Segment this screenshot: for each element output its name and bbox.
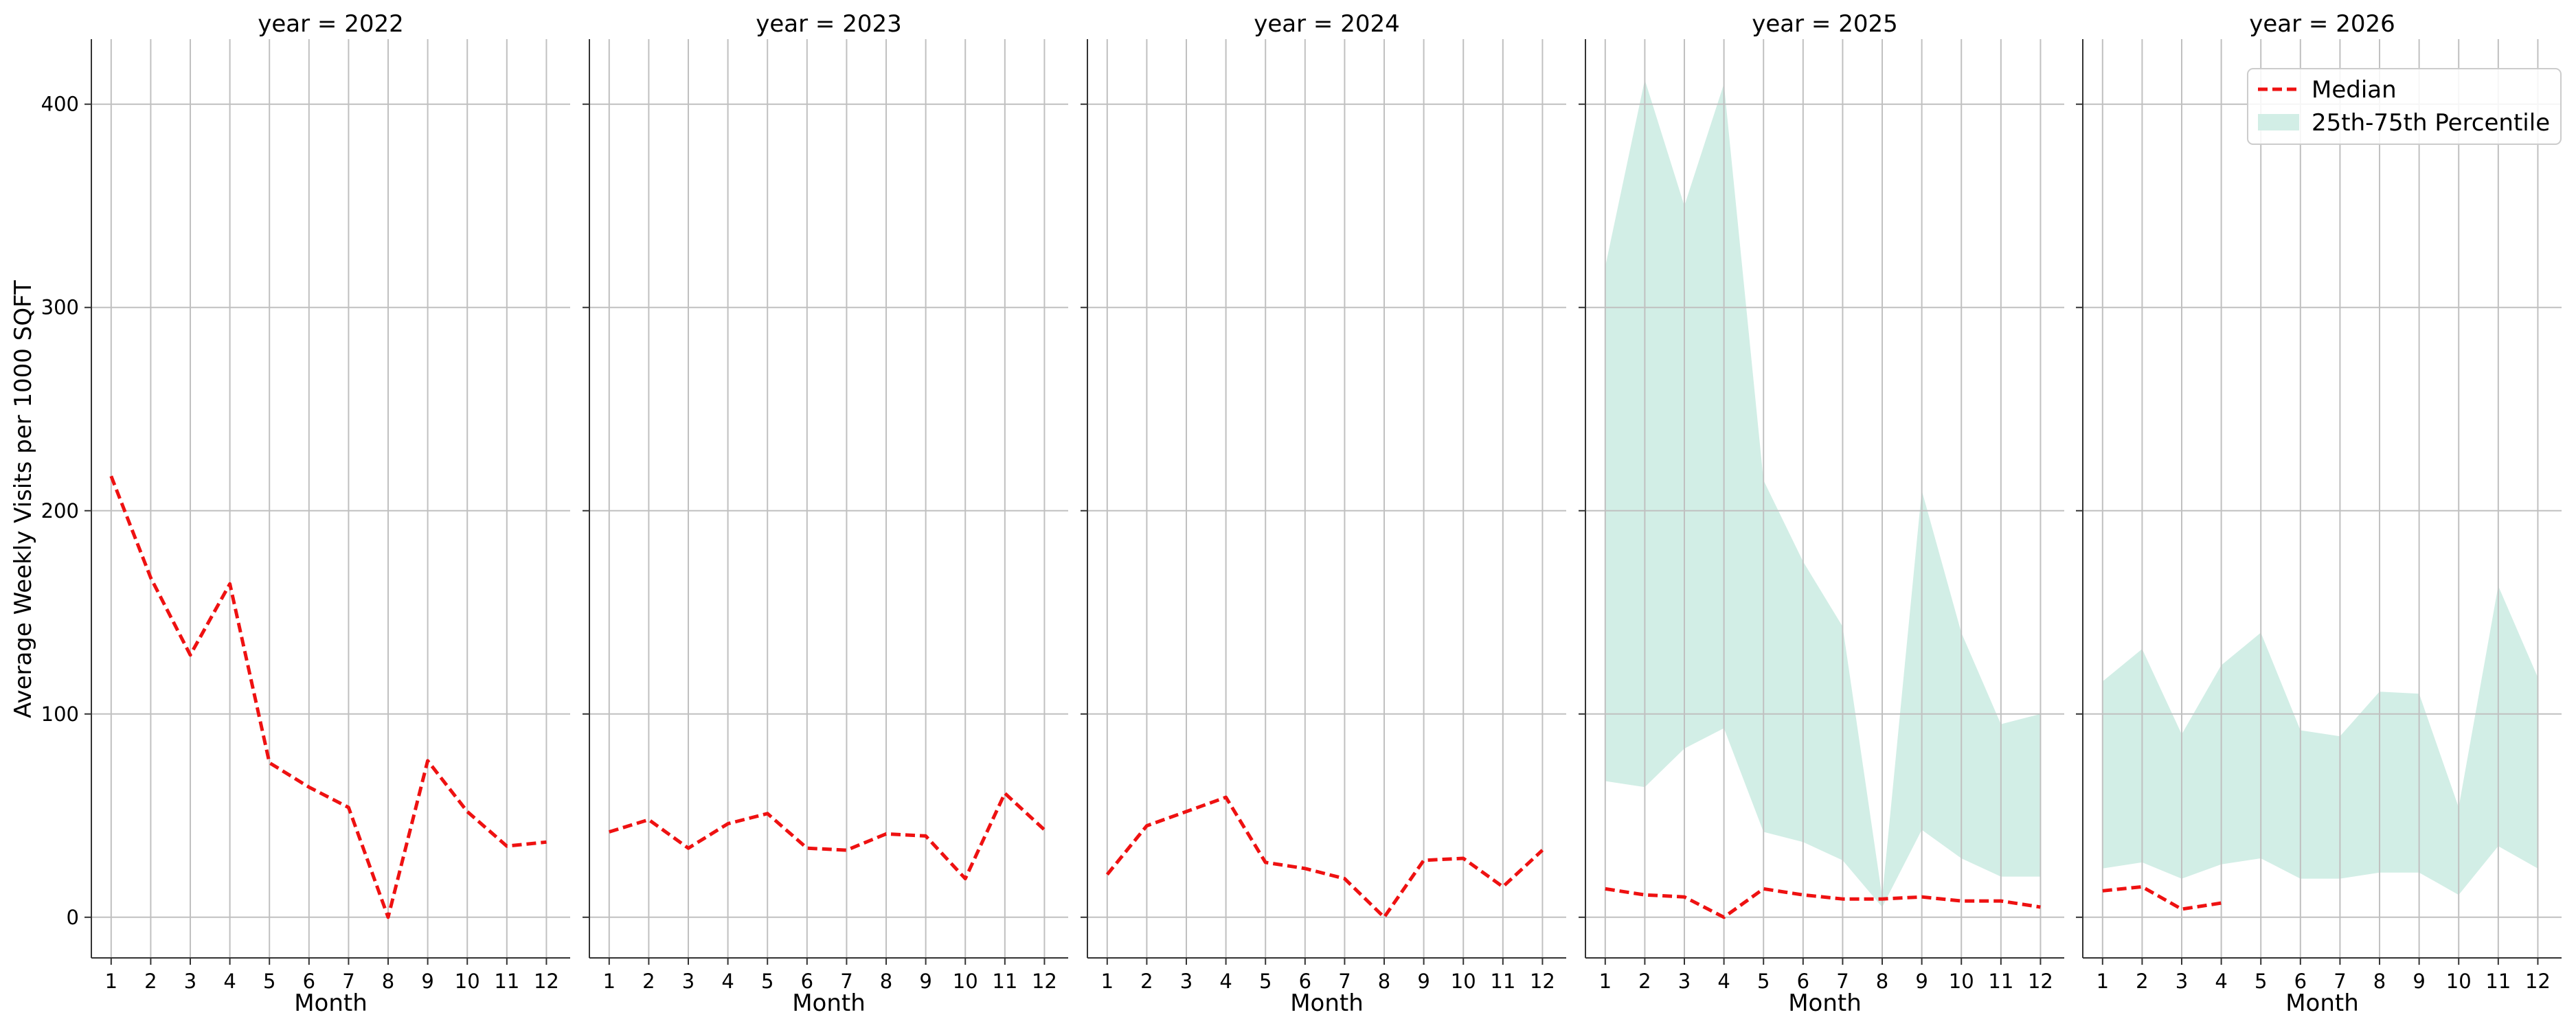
x-tick-label: 2 bbox=[144, 970, 157, 993]
x-axis-label: Month bbox=[1290, 989, 1364, 1017]
x-tick-label: 11 bbox=[494, 970, 519, 993]
y-tick-label: 200 bbox=[41, 499, 79, 523]
x-tick-label: 6 bbox=[2294, 970, 2307, 993]
x-tick-label: 1 bbox=[105, 970, 117, 993]
median-line bbox=[1605, 886, 2041, 919]
legend: Median 25th-75th Percentile bbox=[2247, 68, 2562, 145]
x-axis-label: Month bbox=[1788, 989, 1862, 1017]
x-tick-label: 4 bbox=[2215, 970, 2227, 993]
x-tick-label: 11 bbox=[1490, 970, 1515, 993]
y-tick-label: 300 bbox=[41, 296, 79, 319]
x-tick-label: 8 bbox=[382, 970, 394, 993]
x-tick-label: 5 bbox=[2255, 970, 2267, 993]
x-axis-label: Month bbox=[2285, 989, 2359, 1017]
x-tick-label: 9 bbox=[1417, 970, 1430, 993]
x-tick-label: 11 bbox=[1988, 970, 2013, 993]
x-tick-label: 12 bbox=[1530, 970, 1555, 993]
x-tick-label: 7 bbox=[1338, 970, 1351, 993]
x-tick-label: 6 bbox=[1299, 970, 1311, 993]
x-tick-label: 2 bbox=[642, 970, 655, 993]
x-tick-label: 6 bbox=[801, 970, 813, 993]
x-tick-label: 9 bbox=[919, 970, 931, 993]
x-tick-label: 1 bbox=[1599, 970, 1612, 993]
x-tick-label: 2 bbox=[2136, 970, 2148, 993]
x-tick-label: 4 bbox=[1219, 970, 1232, 993]
legend-band-swatch bbox=[2258, 114, 2299, 130]
x-tick-label: 8 bbox=[1876, 970, 1888, 993]
panel-title: year = 2022 bbox=[258, 10, 403, 38]
legend-frame bbox=[2247, 68, 2562, 145]
x-tick-label: 11 bbox=[992, 970, 1017, 993]
x-tick-label: 7 bbox=[1836, 970, 1849, 993]
panel-title: year = 2025 bbox=[1752, 10, 1897, 38]
x-tick-label: 12 bbox=[1032, 970, 1057, 993]
x-tick-label: 1 bbox=[603, 970, 615, 993]
median-line bbox=[2102, 884, 2222, 911]
x-tick-label: 12 bbox=[534, 970, 559, 993]
x-tick-label: 12 bbox=[2525, 970, 2551, 993]
x-tick-label: 2 bbox=[1140, 970, 1153, 993]
x-axis-label: Month bbox=[792, 989, 866, 1017]
x-tick-label: 10 bbox=[455, 970, 480, 993]
panel-title: year = 2023 bbox=[756, 10, 901, 38]
x-tick-label: 3 bbox=[682, 970, 694, 993]
median-line bbox=[609, 791, 1046, 881]
percentile-band bbox=[1605, 80, 2041, 908]
x-tick-label: 10 bbox=[1949, 970, 1974, 993]
x-tick-label: 8 bbox=[2373, 970, 2386, 993]
x-tick-label: 5 bbox=[1757, 970, 1770, 993]
x-tick-label: 3 bbox=[2176, 970, 2188, 993]
x-tick-label: 5 bbox=[761, 970, 773, 993]
x-tick-label: 7 bbox=[2334, 970, 2346, 993]
x-tick-label: 3 bbox=[1180, 970, 1193, 993]
x-tick-label: 8 bbox=[880, 970, 892, 993]
x-tick-label: 7 bbox=[840, 970, 852, 993]
x-tick-label: 5 bbox=[263, 970, 275, 993]
x-tick-label: 3 bbox=[1678, 970, 1691, 993]
x-axis-label: Month bbox=[294, 989, 368, 1017]
y-axis-label: Average Weekly Visits per 1000 SQFT bbox=[10, 280, 37, 718]
x-tick-label: 4 bbox=[721, 970, 734, 993]
legend-band-label: 25th-75th Percentile bbox=[2312, 109, 2550, 137]
x-tick-label: 11 bbox=[2485, 970, 2511, 993]
percentile-band bbox=[2102, 586, 2538, 895]
x-tick-label: 1 bbox=[2097, 970, 2109, 993]
panel-title: year = 2024 bbox=[1254, 10, 1399, 38]
x-tick-label: 12 bbox=[2028, 970, 2053, 993]
y-tick-label: 100 bbox=[41, 702, 79, 726]
panel-title: year = 2026 bbox=[2249, 10, 2395, 38]
x-tick-label: 9 bbox=[421, 970, 433, 993]
median-line bbox=[109, 475, 547, 919]
x-tick-label: 1 bbox=[1101, 970, 1114, 993]
x-tick-label: 4 bbox=[1717, 970, 1730, 993]
x-tick-label: 10 bbox=[1451, 970, 1476, 993]
x-tick-label: 6 bbox=[1797, 970, 1809, 993]
x-tick-label: 4 bbox=[223, 970, 236, 993]
y-tick-label: 0 bbox=[67, 906, 79, 929]
x-tick-label: 6 bbox=[303, 970, 315, 993]
x-tick-label: 10 bbox=[953, 970, 978, 993]
x-tick-label: 5 bbox=[1259, 970, 1272, 993]
x-tick-label: 10 bbox=[2446, 970, 2472, 993]
x-tick-label: 8 bbox=[1378, 970, 1390, 993]
legend-median-label: Median bbox=[2312, 76, 2397, 104]
x-tick-label: 9 bbox=[1915, 970, 1928, 993]
x-tick-label: 7 bbox=[342, 970, 354, 993]
y-tick-label: 400 bbox=[41, 93, 79, 116]
x-tick-label: 2 bbox=[1638, 970, 1651, 993]
median-line bbox=[1105, 795, 1544, 919]
x-tick-label: 9 bbox=[2413, 970, 2425, 993]
x-tick-label: 3 bbox=[184, 970, 196, 993]
